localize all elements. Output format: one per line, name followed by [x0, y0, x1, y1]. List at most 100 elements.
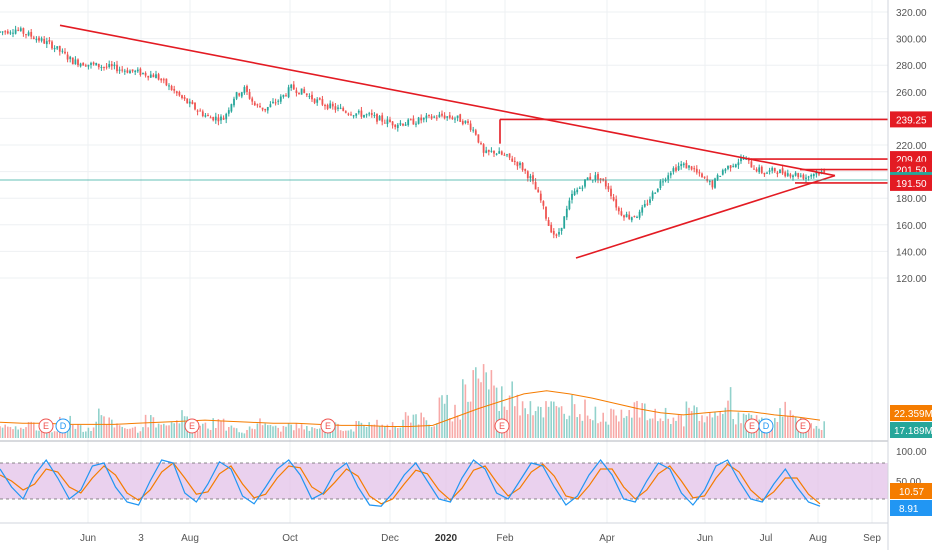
candle-body[interactable]	[394, 124, 397, 128]
candle-body[interactable]	[277, 100, 280, 102]
candle-body[interactable]	[259, 105, 261, 108]
candle-body[interactable]	[615, 199, 618, 208]
candle-body[interactable]	[428, 115, 430, 117]
candle-body[interactable]	[669, 172, 672, 176]
candle-body[interactable]	[131, 69, 134, 72]
candle-body[interactable]	[253, 102, 256, 106]
candle-body[interactable]	[14, 29, 17, 34]
candle-body[interactable]	[240, 92, 243, 97]
candle-body[interactable]	[404, 124, 407, 126]
candle-body[interactable]	[555, 234, 558, 236]
candle-body[interactable]	[729, 165, 732, 169]
candle-body[interactable]	[287, 87, 290, 98]
candle-body[interactable]	[500, 151, 503, 155]
candle-body[interactable]	[233, 98, 235, 106]
candle-body[interactable]	[326, 104, 329, 109]
candle-body[interactable]	[381, 115, 384, 122]
candle-body[interactable]	[360, 110, 363, 117]
candle-body[interactable]	[594, 175, 597, 181]
candle-body[interactable]	[623, 215, 625, 218]
candle-body[interactable]	[667, 175, 670, 180]
candle-body[interactable]	[316, 99, 319, 103]
candle-body[interactable]	[45, 41, 48, 45]
candle-body[interactable]	[53, 47, 56, 50]
candle-body[interactable]	[545, 206, 547, 219]
candle-body[interactable]	[482, 144, 485, 153]
candle-body[interactable]	[103, 66, 105, 68]
candle-body[interactable]	[409, 119, 412, 121]
candle-body[interactable]	[92, 62, 95, 65]
candle-body[interactable]	[456, 115, 459, 118]
candle-body[interactable]	[724, 169, 727, 171]
candle-body[interactable]	[576, 189, 579, 193]
candle-body[interactable]	[610, 188, 612, 197]
candle-body[interactable]	[368, 113, 371, 115]
candle-body[interactable]	[84, 65, 87, 67]
candle-body[interactable]	[370, 113, 373, 115]
candle-body[interactable]	[181, 95, 183, 99]
candle-body[interactable]	[763, 172, 766, 175]
candle-body[interactable]	[311, 94, 313, 100]
candle-body[interactable]	[708, 181, 711, 183]
event-marker[interactable]	[184, 418, 200, 434]
candle-body[interactable]	[58, 45, 61, 52]
candle-body[interactable]	[659, 181, 662, 188]
candle-body[interactable]	[129, 70, 131, 74]
candle-body[interactable]	[818, 172, 820, 175]
candle-body[interactable]	[779, 169, 781, 174]
candle-body[interactable]	[516, 161, 519, 167]
candle-body[interactable]	[378, 116, 381, 121]
candle-body[interactable]	[529, 176, 532, 179]
candle-body[interactable]	[485, 150, 488, 153]
candle-body[interactable]	[19, 28, 22, 31]
candle-body[interactable]	[651, 192, 654, 199]
candle-body[interactable]	[105, 66, 108, 68]
candle-body[interactable]	[719, 175, 722, 177]
candle-body[interactable]	[97, 63, 100, 68]
candle-body[interactable]	[35, 38, 38, 41]
candle-body[interactable]	[71, 57, 74, 65]
candle-body[interactable]	[56, 46, 59, 49]
candle-body[interactable]	[136, 69, 139, 72]
candle-body[interactable]	[480, 143, 482, 145]
candle-body[interactable]	[649, 199, 651, 203]
candle-body[interactable]	[355, 113, 358, 116]
candle-body[interactable]	[789, 174, 792, 177]
candle-body[interactable]	[175, 91, 178, 94]
candle-body[interactable]	[675, 167, 677, 171]
candle-body[interactable]	[25, 34, 27, 36]
event-marker[interactable]	[38, 418, 54, 434]
candle-body[interactable]	[441, 113, 443, 116]
candle-body[interactable]	[134, 70, 137, 73]
candle-body[interactable]	[194, 102, 196, 110]
candle-body[interactable]	[425, 115, 428, 119]
candle-body[interactable]	[695, 168, 698, 173]
candle-body[interactable]	[274, 102, 277, 104]
candle-body[interactable]	[534, 182, 537, 190]
candle-body[interactable]	[753, 168, 755, 170]
candle-body[interactable]	[308, 96, 311, 98]
candle-body[interactable]	[157, 74, 160, 80]
candle-body[interactable]	[160, 78, 163, 81]
candle-body[interactable]	[282, 94, 285, 97]
candle-body[interactable]	[238, 93, 241, 96]
candle-body[interactable]	[40, 38, 43, 41]
candle-body[interactable]	[654, 192, 657, 194]
candle-body[interactable]	[196, 110, 199, 112]
candle-body[interactable]	[547, 219, 550, 226]
candle-body[interactable]	[630, 217, 633, 221]
candle-body[interactable]	[526, 171, 529, 179]
candle-body[interactable]	[38, 37, 40, 41]
candle-body[interactable]	[633, 215, 636, 217]
candle-body[interactable]	[740, 157, 742, 162]
candle-body[interactable]	[677, 165, 680, 171]
candle-body[interactable]	[331, 103, 334, 107]
candle-body[interactable]	[225, 113, 228, 120]
candle-body[interactable]	[321, 99, 324, 105]
candle-body[interactable]	[4, 31, 7, 33]
candle-body[interactable]	[693, 168, 696, 170]
candle-body[interactable]	[815, 171, 818, 175]
candle-body[interactable]	[183, 97, 186, 99]
candle-body[interactable]	[290, 84, 293, 88]
